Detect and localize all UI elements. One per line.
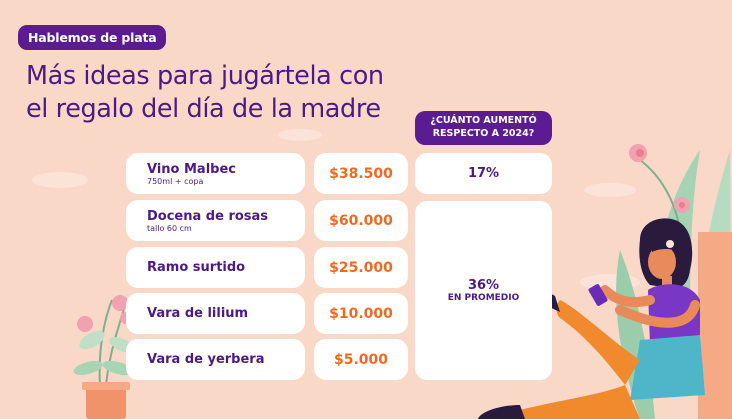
item-price: $38.500 <box>314 153 408 194</box>
item-name: Vara de yerbera <box>147 352 265 367</box>
item-name-cell: Vara de lilium <box>126 293 305 334</box>
increase-average-label: EN PROMEDIO <box>447 292 520 303</box>
item-detail: 750ml + copa <box>147 176 204 186</box>
item-name-cell: Ramo surtido <box>126 247 305 288</box>
item-name-cell: Vino Malbec 750ml + copa <box>126 153 305 194</box>
item-price: $5.000 <box>314 339 408 380</box>
increase-column-header: ¿CUÁNTO AUMENTÓ RESPECTO A 2024? <box>415 111 552 145</box>
page-title: Más ideas para jugártela con el regalo d… <box>26 60 406 126</box>
item-name-cell: Vara de yerbera <box>126 339 305 380</box>
increase-header-line-1: ¿CUÁNTO AUMENTÓ <box>430 115 537 126</box>
item-name-cell: Docena de rosas tallo 60 cm <box>126 200 305 241</box>
item-detail: tallo 60 cm <box>147 223 192 233</box>
item-name: Vara de lilium <box>147 306 249 321</box>
increase-header-line-2: RESPECTO A 2024? <box>432 127 535 139</box>
item-price: $25.000 <box>314 247 408 288</box>
increase-average-value: 36% <box>467 277 500 293</box>
item-price: $60.000 <box>314 200 408 241</box>
item-name: Vino Malbec <box>147 161 236 177</box>
item-price: $10.000 <box>314 293 408 334</box>
item-name: Docena de rosas <box>147 208 269 224</box>
woman-illustration <box>478 218 705 419</box>
increase-average-cell: 36% EN PROMEDIO <box>415 201 552 380</box>
title-line-2: el regalo del día de la madre <box>26 94 381 124</box>
section-tag: Hablemos de plata <box>18 25 167 50</box>
title-line-1: Más ideas para jugártela con <box>26 61 384 91</box>
item-name: Ramo surtido <box>147 260 246 275</box>
increase-first-value: 17% <box>415 153 552 194</box>
